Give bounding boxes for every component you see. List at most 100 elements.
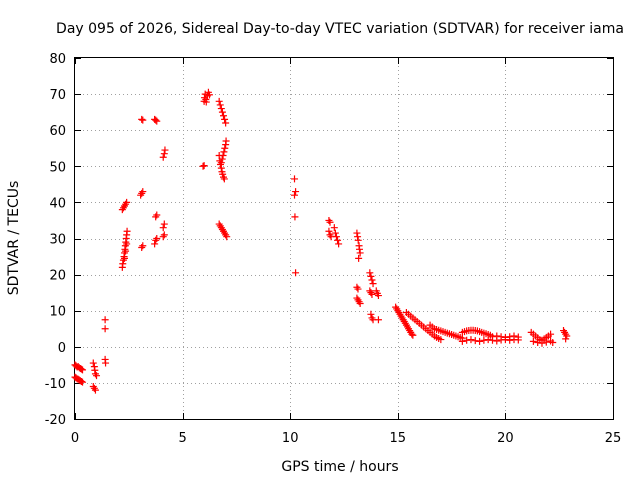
data-point <box>89 359 97 367</box>
data-point <box>120 254 128 262</box>
y-tick-label: 20 <box>49 269 66 284</box>
data-point <box>458 337 466 345</box>
data-point <box>101 316 109 324</box>
data-point <box>330 224 338 232</box>
y-axis-label: SDTVAR / TECUs <box>6 181 22 296</box>
data-point <box>374 292 382 300</box>
data-point <box>215 97 223 105</box>
data-point <box>368 276 376 284</box>
data-point <box>480 336 488 344</box>
data-point <box>220 175 228 183</box>
data-point <box>368 290 376 298</box>
data-point <box>217 159 225 167</box>
data-point <box>292 188 300 196</box>
data-point <box>292 269 300 277</box>
data-point <box>93 372 101 380</box>
data-point <box>408 330 416 338</box>
data-point <box>123 198 131 206</box>
data-point <box>471 337 479 345</box>
data-point <box>199 162 207 170</box>
y-tick-label: 40 <box>49 196 66 211</box>
data-point <box>216 160 224 168</box>
y-tick-label: 50 <box>49 160 66 175</box>
data-point <box>101 325 109 333</box>
y-tick-label: -20 <box>45 413 66 428</box>
data-point <box>367 289 375 297</box>
data-point <box>138 244 146 252</box>
grid-lines <box>75 58 613 419</box>
data-point <box>138 189 146 197</box>
data-point <box>159 233 167 241</box>
x-tick-label: 5 <box>178 431 186 446</box>
data-point <box>353 283 361 291</box>
data-point <box>325 216 333 224</box>
data-point <box>476 337 484 345</box>
data-point <box>369 280 377 288</box>
data-point <box>291 213 299 221</box>
data-point <box>160 220 168 228</box>
data-point <box>326 231 334 239</box>
data-point <box>216 101 224 109</box>
data-point <box>467 336 475 344</box>
x-tick-label: 0 <box>71 431 79 446</box>
data-point <box>366 269 374 277</box>
data-point <box>355 245 363 253</box>
data-point <box>153 117 161 125</box>
data-point <box>325 227 333 235</box>
data-point <box>123 240 131 248</box>
data-point <box>152 116 160 124</box>
data-point <box>326 218 334 226</box>
data-point <box>123 227 131 235</box>
data-point <box>91 370 99 378</box>
data-point <box>374 316 382 324</box>
x-axis-label: GPS time / hours <box>281 459 398 475</box>
data-point <box>353 229 361 237</box>
data-point <box>219 151 227 159</box>
data-point <box>160 150 168 158</box>
data-point <box>437 336 445 344</box>
data-point <box>139 116 147 124</box>
data-point <box>221 144 229 152</box>
data-point <box>355 254 363 262</box>
data-point <box>122 247 130 255</box>
data-point <box>463 336 471 344</box>
x-tick-labels: 0 5 10 15 20 25 <box>71 431 621 446</box>
data-point <box>334 236 342 244</box>
data-point <box>409 331 417 339</box>
data-point <box>119 256 127 264</box>
y-tick-label: 10 <box>49 305 66 320</box>
data-point <box>291 191 299 199</box>
data-point <box>497 333 505 341</box>
chart-title: Day 095 of 2026, Sidereal Day-to-day VTE… <box>56 21 624 37</box>
data-point <box>534 338 542 346</box>
data-point <box>356 299 364 307</box>
data-point <box>152 213 160 221</box>
data-point <box>222 137 230 145</box>
axis-ticks <box>75 58 614 420</box>
data-point <box>119 260 127 268</box>
data-point <box>91 366 99 374</box>
data-point <box>223 233 231 241</box>
data-point <box>139 188 147 196</box>
data-point <box>153 211 161 219</box>
data-point <box>152 236 160 244</box>
data-point <box>90 384 98 392</box>
data-point <box>331 229 339 237</box>
data-point <box>200 97 208 105</box>
data-point <box>220 148 228 156</box>
data-point <box>514 333 522 341</box>
data-point <box>77 377 85 385</box>
data-point <box>542 338 550 346</box>
data-point <box>538 339 546 347</box>
data-point <box>221 115 229 123</box>
data-point <box>200 162 208 170</box>
data-point <box>160 231 168 239</box>
data-point <box>562 335 570 343</box>
data-point <box>153 235 161 242</box>
data-point <box>218 108 226 116</box>
data-point <box>138 115 146 123</box>
data-point <box>332 233 340 241</box>
data-point <box>354 236 362 244</box>
x-tick-label: 10 <box>282 431 299 446</box>
